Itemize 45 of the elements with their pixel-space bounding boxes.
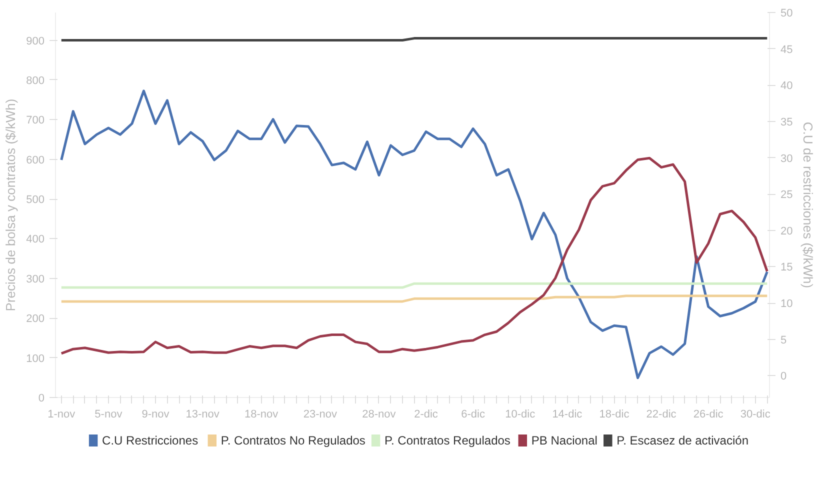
legend-label: P. Contratos Regulados <box>384 434 510 448</box>
x-tick-label: 9-nov <box>142 408 170 420</box>
x-tick-label: 2-dic <box>414 408 438 420</box>
y-tick-label: 200 <box>26 313 45 326</box>
x-tick-label: 5-nov <box>94 408 123 420</box>
y2-tick-label: 15 <box>780 262 793 274</box>
y2-tick-label: 25 <box>780 189 793 202</box>
legend-label: C.U Restricciones <box>102 434 198 448</box>
y2-tick-label: 5 <box>780 334 787 346</box>
x-tick-label: 18-nov <box>244 408 279 420</box>
legend-label: P. Contratos No Regulados <box>220 434 366 448</box>
y2-tick-label: 20 <box>780 225 793 238</box>
x-tick-label: 28-nov <box>362 408 396 420</box>
y2-axis-title: C.U de restricciones ($/kWh) <box>800 122 816 288</box>
y-tick-label: 500 <box>26 194 45 206</box>
line-series <box>60 90 768 380</box>
x-tick-label: 22-dic <box>646 408 677 420</box>
y2-tick-label: 40 <box>780 80 793 92</box>
y2-tick-label: 50 <box>780 8 793 20</box>
y-tick-label: 800 <box>26 74 45 87</box>
x-tick-label: 13-nov <box>186 408 220 420</box>
x-tick-label: 30-dic <box>740 408 771 420</box>
legend-label: PB Nacional <box>531 434 598 448</box>
x-tick-label: 18-dic <box>599 408 630 420</box>
y-tick-label: 400 <box>26 234 45 246</box>
y-tick-label: 600 <box>26 154 45 166</box>
x-tick-label: 23-nov <box>303 408 338 420</box>
x-tick-label: 6-dic <box>461 408 486 420</box>
x-tick-label: 26-dic <box>693 408 724 420</box>
y2-tick-label: 0 <box>780 370 787 383</box>
x-tick-label: 1-nov <box>48 408 76 420</box>
y2-tick-label: 35 <box>780 116 793 128</box>
y-tick-label: 0 <box>38 392 45 404</box>
line-series <box>60 156 768 355</box>
y-tick-label: 900 <box>26 35 45 48</box>
y-axis-title: Precios de bolsa y contratos ($/kWh) <box>3 98 18 312</box>
y2-tick-label: 30 <box>780 152 793 165</box>
y-tick-label: 100 <box>26 352 45 365</box>
y-tick-label: 700 <box>26 114 45 127</box>
legend-label: P. Escasez de activación <box>616 434 749 448</box>
y2-tick-label: 10 <box>780 298 793 310</box>
y-tick-label: 300 <box>26 273 45 286</box>
x-tick-label: 14-dic <box>552 408 583 420</box>
y2-tick-label: 45 <box>780 44 793 56</box>
x-tick-label: 10-dic <box>505 408 536 420</box>
